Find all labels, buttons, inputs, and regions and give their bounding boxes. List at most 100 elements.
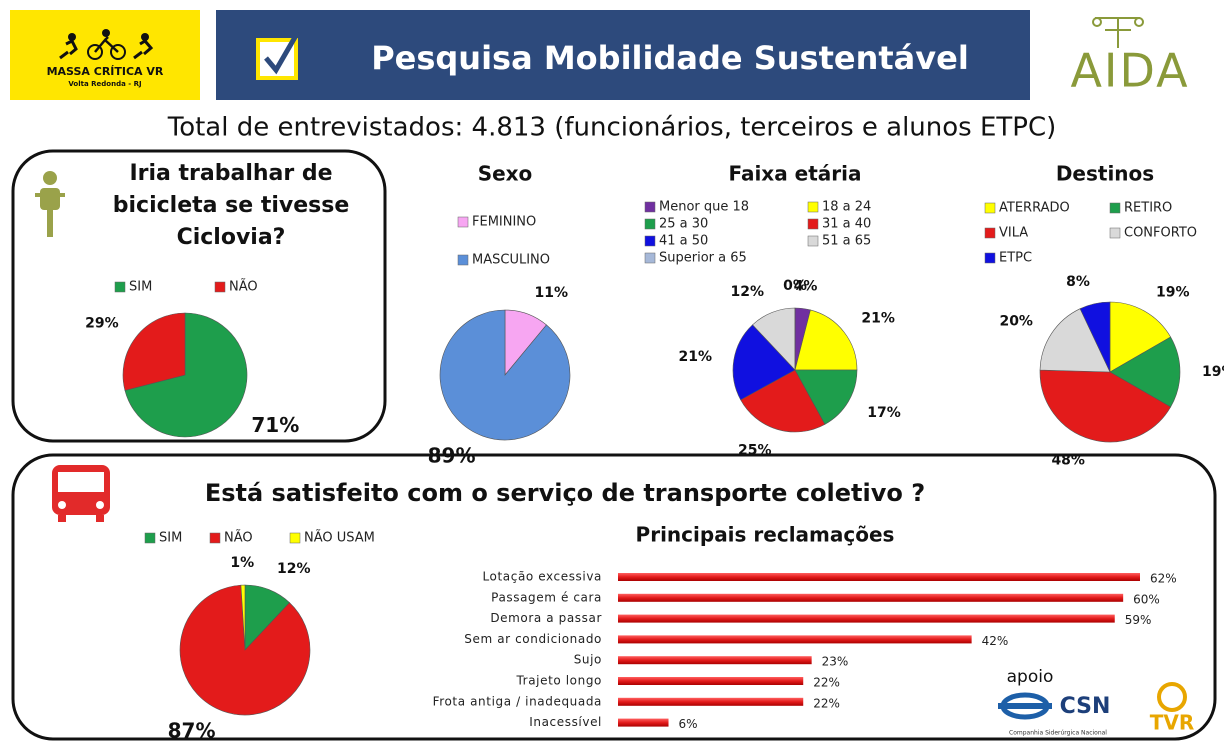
legend-swatch bbox=[644, 235, 656, 247]
logo-right: AIDA bbox=[1070, 44, 1189, 98]
legend-label: MASCULINO bbox=[472, 253, 550, 268]
legend-swatch bbox=[807, 235, 819, 247]
legend-label: SIM bbox=[159, 531, 182, 546]
legend-swatch bbox=[457, 254, 469, 266]
category-label: Inacessível bbox=[529, 715, 602, 729]
legend-label: 25 a 30 bbox=[659, 217, 708, 232]
pie-slice bbox=[794, 309, 858, 371]
data-label: 11% bbox=[534, 285, 568, 301]
legend-label: 31 a 40 bbox=[822, 217, 871, 232]
chart-title: Está satisfeito com o serviço de transpo… bbox=[205, 479, 925, 507]
legend-label: FEMININO bbox=[472, 215, 536, 230]
legend-label: ETPC bbox=[999, 251, 1032, 266]
category-label: Passagem é cara bbox=[491, 590, 602, 604]
legend-swatch bbox=[644, 252, 656, 264]
pie-slice bbox=[1039, 369, 1172, 443]
data-label: 12% bbox=[731, 284, 765, 300]
data-label: 12% bbox=[277, 561, 311, 577]
banner-title: Pesquisa Mobilidade Sustentável bbox=[371, 39, 969, 77]
bar bbox=[618, 593, 1124, 602]
legend-swatch bbox=[644, 218, 656, 230]
data-label: 62% bbox=[1150, 572, 1177, 586]
bar bbox=[618, 656, 812, 665]
data-label: 87% bbox=[168, 718, 216, 742]
bar bbox=[618, 677, 804, 685]
data-label: 23% bbox=[822, 655, 849, 669]
data-label: 22% bbox=[813, 696, 840, 710]
data-label: 25% bbox=[738, 443, 772, 459]
pie-slice bbox=[124, 312, 248, 438]
legend-label: SIM bbox=[129, 280, 152, 295]
data-label: 29% bbox=[85, 316, 119, 332]
aida-icon bbox=[1092, 17, 1144, 48]
logo-left-text: MASSA CRÍTICA VR bbox=[47, 65, 164, 78]
bar bbox=[618, 718, 669, 727]
chart-title: Destinos bbox=[1056, 162, 1154, 186]
legend-label: Menor que 18 bbox=[659, 200, 749, 215]
chart-title: Principais reclamações bbox=[636, 523, 895, 547]
bike-icon bbox=[35, 171, 65, 237]
logo-left-icons bbox=[59, 29, 154, 60]
legend-swatch bbox=[457, 216, 469, 228]
data-label: 6% bbox=[679, 717, 698, 731]
legend-swatch bbox=[209, 532, 221, 544]
frame-bike bbox=[11, 149, 387, 443]
subtitle: Total de entrevistados: 4.813 (funcionár… bbox=[167, 113, 1057, 143]
legend-swatch bbox=[1109, 202, 1121, 214]
legend-swatch bbox=[114, 281, 126, 293]
tvr-text: TVR bbox=[1150, 711, 1195, 735]
data-label: 59% bbox=[1125, 613, 1152, 627]
pie-slice bbox=[1109, 336, 1181, 408]
pie-slice bbox=[740, 369, 826, 433]
data-label: 89% bbox=[428, 443, 476, 467]
data-label: 8% bbox=[1066, 274, 1090, 290]
legend-swatch bbox=[807, 201, 819, 213]
data-label: 21% bbox=[861, 311, 895, 327]
csn-logo bbox=[998, 692, 1052, 720]
bar bbox=[618, 635, 972, 644]
bar bbox=[618, 697, 804, 706]
pie-slice bbox=[179, 584, 311, 716]
pie-slice bbox=[1039, 308, 1111, 373]
category-label: Sem ar condicionado bbox=[464, 632, 602, 646]
data-label: 60% bbox=[1133, 592, 1160, 606]
data-label: 0% bbox=[783, 278, 807, 294]
csn-sub: Companhia Siderúrgica Nacional bbox=[1009, 730, 1107, 737]
data-label: 22% bbox=[813, 676, 840, 690]
data-label: 17% bbox=[867, 405, 901, 421]
category-label: Demora a passar bbox=[490, 611, 602, 625]
chart-title: Iria trabalhar de bicicleta se tivesse C… bbox=[112, 161, 350, 250]
category-label: Trajeto longo bbox=[516, 674, 602, 688]
pie-slice bbox=[439, 309, 571, 441]
data-label: 42% bbox=[982, 634, 1009, 648]
logo-left-sub: Volta Redonda - RJ bbox=[68, 80, 141, 88]
category-label: Sujo bbox=[574, 653, 602, 667]
legend-swatch bbox=[214, 281, 226, 293]
legend-label: NÃO bbox=[224, 530, 253, 546]
data-label: 4% bbox=[794, 279, 818, 295]
legend-swatch bbox=[807, 218, 819, 230]
data-label: 21% bbox=[679, 349, 713, 365]
banner bbox=[216, 10, 1030, 100]
frame-bus bbox=[11, 453, 1217, 741]
pie-slice bbox=[794, 369, 858, 425]
legend-label: 41 a 50 bbox=[659, 234, 708, 249]
bus-icon bbox=[52, 465, 110, 522]
csn-text: CSN bbox=[1060, 694, 1111, 719]
tvr-icon bbox=[1157, 682, 1187, 712]
category-label: Lotação excessiva bbox=[482, 570, 602, 584]
data-label: 1% bbox=[230, 555, 254, 571]
chart-title: Sexo bbox=[478, 162, 533, 186]
legend-label: RETIRO bbox=[1124, 201, 1172, 216]
bar bbox=[618, 573, 1140, 581]
legend-label: VILA bbox=[999, 226, 1028, 241]
data-label: 19% bbox=[1202, 364, 1224, 380]
category-label: Frota antiga / inadequada bbox=[433, 694, 602, 708]
legend-swatch bbox=[984, 227, 996, 239]
pie-slice bbox=[1079, 301, 1111, 373]
legend-label: CONFORTO bbox=[1124, 226, 1197, 241]
chart-title: Faixa etária bbox=[728, 162, 861, 186]
pie-slice bbox=[122, 312, 186, 391]
